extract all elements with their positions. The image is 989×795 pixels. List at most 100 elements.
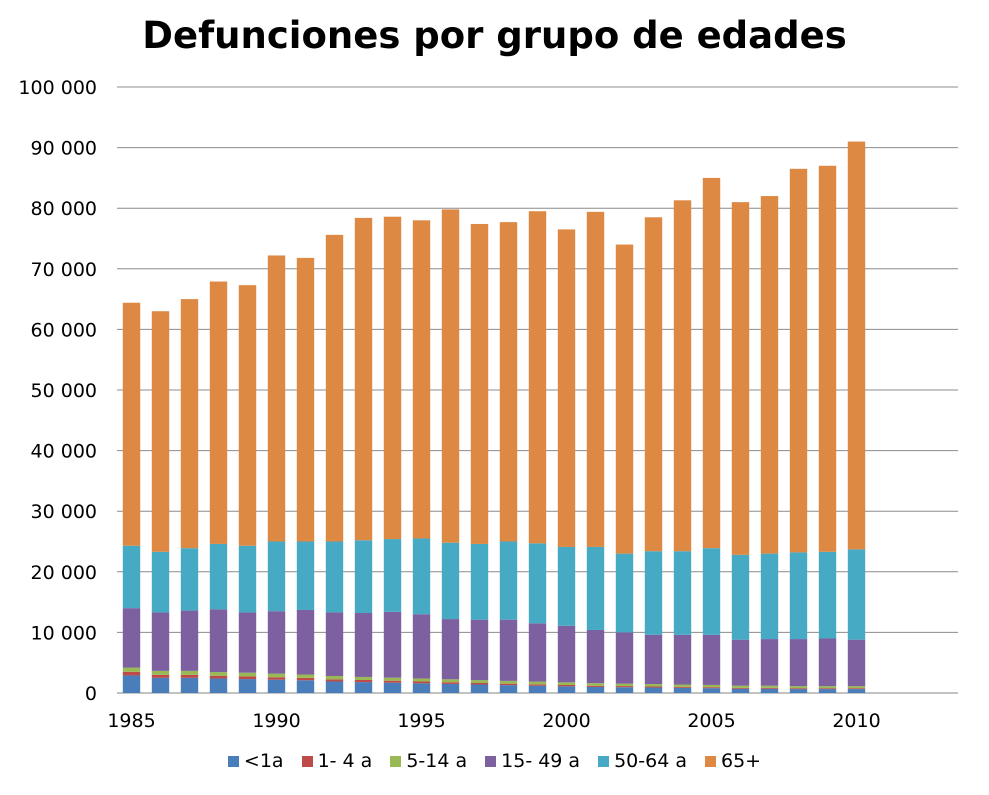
bar-segment: [325, 679, 344, 682]
bar-segment: [412, 681, 431, 684]
x-tick-label: 1985: [107, 710, 155, 732]
bar-segment: [586, 686, 605, 693]
bar-segment: [209, 675, 228, 679]
bar-segment: [238, 612, 257, 673]
x-tick-label: 2000: [542, 710, 590, 732]
legend-swatch: [390, 755, 402, 767]
x-tick-label: 2010: [832, 710, 880, 732]
bar-segment: [673, 684, 692, 687]
bar-segment: [557, 686, 576, 693]
bar-segment: [673, 200, 692, 552]
y-tick-label: 90 000: [31, 138, 97, 160]
bar-segment: [586, 546, 605, 630]
bar-segment: [528, 623, 547, 682]
bar-segment: [180, 670, 199, 675]
legend-item: 1- 4 a: [301, 750, 373, 772]
bar-segment: [586, 211, 605, 547]
bar-segment: [760, 196, 779, 554]
chart-title: Defunciones por grupo de edades: [142, 14, 847, 57]
bar-segment: [122, 675, 141, 693]
bar-segment: [557, 682, 576, 686]
bar-segment: [470, 543, 489, 620]
bar-segment: [528, 211, 547, 544]
y-tick-label: 60 000: [31, 319, 97, 341]
bar-segment: [238, 545, 257, 613]
bar-segment: [760, 687, 779, 689]
legend-label: 50-64 a: [614, 750, 687, 772]
x-tick-label: 1990: [252, 710, 300, 732]
bar-segment: [847, 686, 866, 689]
legend-item: 65+: [704, 750, 761, 772]
legend-label: 1- 4 a: [317, 750, 373, 772]
bar-segment: [151, 677, 170, 693]
bar-segment: [267, 255, 286, 542]
bar-segment: [731, 202, 750, 555]
legend-swatch: [227, 755, 239, 767]
bar-segment: [557, 625, 576, 683]
bar-segment: [412, 678, 431, 682]
bar-segment: [818, 165, 837, 552]
bar-segment: [325, 676, 344, 680]
bar-segment: [615, 683, 634, 687]
bar-segment: [644, 217, 663, 552]
bar-segment: [354, 613, 373, 677]
bar-segment: [731, 688, 750, 693]
x-tick-label: 2005: [687, 710, 735, 732]
bar-segment: [702, 634, 721, 685]
bar-segment: [412, 220, 431, 539]
bar-segment: [847, 689, 866, 693]
bar-segment: [702, 684, 721, 688]
bar-segment: [325, 612, 344, 677]
bar-segment: [296, 674, 315, 678]
bar-segment: [760, 553, 779, 640]
bar-segment: [557, 229, 576, 547]
bar-segment: [673, 687, 692, 693]
bar-segment: [151, 612, 170, 671]
bar-segment: [354, 540, 373, 614]
bar-segment: [847, 549, 866, 640]
bar-segment: [267, 679, 286, 693]
bar-segment: [325, 234, 344, 542]
bar-segment: [528, 685, 547, 693]
y-tick-label: 50 000: [31, 380, 97, 402]
legend-swatch: [301, 755, 313, 767]
y-tick-label: 40 000: [31, 441, 97, 463]
y-tick-label: 0: [85, 683, 97, 705]
legend-swatch: [598, 755, 610, 767]
legend-item: 15- 49 a: [485, 750, 580, 772]
bar-segment: [383, 682, 402, 693]
bar-segment: [209, 678, 228, 693]
bar-segment: [354, 682, 373, 693]
bar-segment: [847, 639, 866, 687]
bar-segment: [151, 674, 170, 678]
y-tick-label: 10 000: [31, 622, 97, 644]
bar-segment: [122, 302, 141, 546]
bar-segment: [789, 689, 808, 693]
bar-segment: [325, 681, 344, 693]
bar-segment: [238, 679, 257, 693]
bar-segment: [499, 222, 518, 542]
bar-segment: [209, 609, 228, 673]
bar-segment: [470, 223, 489, 544]
legend-swatch: [704, 755, 716, 767]
bar-segment: [731, 685, 750, 688]
bar-segment: [441, 683, 460, 693]
bar-segment: [760, 688, 779, 693]
bar-segment: [470, 619, 489, 681]
bar-segment: [470, 683, 489, 685]
bar-segment: [586, 685, 605, 687]
bar-segment: [441, 679, 460, 683]
bar-segment: [267, 611, 286, 674]
bar-segment: [151, 311, 170, 552]
bar-segment: [441, 619, 460, 680]
bar-segment: [180, 299, 199, 549]
bar-segment: [209, 672, 228, 676]
bar-segment: [296, 541, 315, 610]
bar-segment: [789, 639, 808, 687]
bar-segment: [644, 684, 663, 687]
bar-segment: [644, 634, 663, 685]
bar-segment: [238, 285, 257, 546]
bar-segment: [180, 677, 199, 693]
bar-segment: [412, 683, 431, 693]
bar-segment: [238, 672, 257, 677]
